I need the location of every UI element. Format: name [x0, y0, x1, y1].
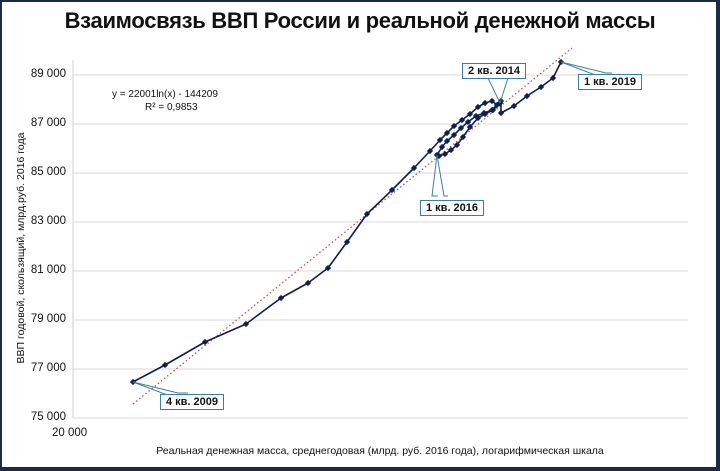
- x-axis-label: Реальная денежная масса, среднегодовая (…: [156, 445, 604, 457]
- y-tick-83000: 83 000: [30, 215, 66, 227]
- y-tick-75000: 75 000: [30, 411, 66, 423]
- y-tick-77000: 77 000: [30, 362, 66, 374]
- callout-q2-2014: 2 кв. 2014: [462, 63, 527, 79]
- y-tick-79000: 79 000: [30, 313, 66, 325]
- x-tick-20000: 20 000: [52, 427, 88, 439]
- data-point-marker: [304, 279, 312, 287]
- y-tick-89000: 89 000: [30, 68, 66, 80]
- data-point-marker: [481, 99, 489, 107]
- data-point-marker: [324, 264, 332, 272]
- equation-text: y = 22001ln(x) - 144209: [112, 89, 218, 100]
- callout-q4-2009: 4 кв. 2009: [160, 394, 225, 410]
- data-point-marker: [277, 294, 285, 302]
- y-tick-81000: 81 000: [30, 264, 66, 276]
- data-point-marker: [201, 338, 209, 346]
- callout-q1-2019: 1 кв. 2019: [578, 74, 643, 90]
- callout-q1-2016: 1 кв. 2016: [420, 200, 485, 216]
- y-tick-85000: 85 000: [30, 166, 66, 178]
- r-squared-text: R² = 0,9853: [145, 102, 198, 113]
- data-point-marker: [497, 109, 505, 117]
- trendline-equation: y = 22001ln(x) - 144209 R² = 0,9853: [112, 88, 218, 114]
- data-point-marker: [161, 361, 169, 369]
- y-tick-87000: 87 000: [30, 117, 66, 129]
- chart-title: Взаимосвязь ВВП России и реальной денежн…: [64, 8, 656, 33]
